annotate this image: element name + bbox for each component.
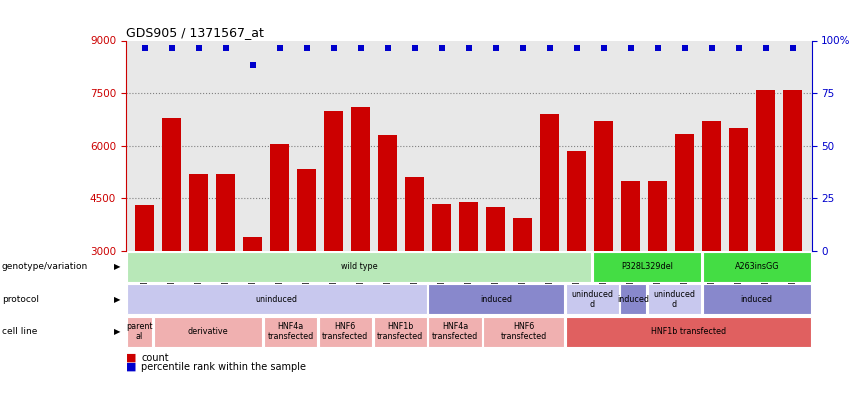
Text: induced: induced	[480, 295, 512, 304]
Text: induced: induced	[740, 295, 773, 304]
Bar	[297, 168, 316, 251]
Bar	[459, 202, 478, 251]
Text: uninduced: uninduced	[256, 295, 298, 304]
Bar	[756, 90, 775, 251]
Text: GDS905 / 1371567_at: GDS905 / 1371567_at	[126, 26, 264, 39]
Text: count: count	[141, 353, 169, 362]
Bar	[216, 174, 235, 251]
Bar	[675, 134, 694, 251]
Text: HNF6
transfected: HNF6 transfected	[501, 322, 547, 341]
Text: A263insGG: A263insGG	[734, 262, 779, 271]
Text: HNF1b transfected: HNF1b transfected	[651, 327, 726, 336]
Text: wild type: wild type	[341, 262, 378, 271]
Bar	[568, 151, 586, 251]
Text: cell line: cell line	[2, 327, 37, 336]
Bar	[432, 204, 451, 251]
Bar	[135, 205, 155, 251]
Text: P328L329del: P328L329del	[621, 262, 673, 271]
Bar	[486, 207, 505, 251]
Bar	[352, 107, 370, 251]
Text: ■: ■	[126, 362, 136, 372]
Bar	[270, 144, 289, 251]
Text: uninduced
d: uninduced d	[571, 290, 613, 309]
Text: uninduced
d: uninduced d	[654, 290, 695, 309]
Text: HNF6
transfected: HNF6 transfected	[322, 322, 368, 341]
Bar	[621, 181, 640, 251]
Bar	[595, 121, 613, 251]
Text: ▶: ▶	[114, 262, 121, 271]
Text: percentile rank within the sample: percentile rank within the sample	[141, 362, 306, 372]
Text: genotype/variation: genotype/variation	[2, 262, 88, 271]
Text: induced: induced	[617, 295, 649, 304]
Bar	[729, 128, 748, 251]
Text: ▶: ▶	[114, 327, 121, 336]
Bar	[325, 111, 343, 251]
Bar	[162, 118, 181, 251]
Bar	[702, 121, 721, 251]
Text: HNF4a
transfected: HNF4a transfected	[267, 322, 313, 341]
Bar	[405, 177, 424, 251]
Text: ▶: ▶	[114, 295, 121, 304]
Bar	[243, 237, 262, 251]
Text: protocol: protocol	[2, 295, 39, 304]
Text: parent
al: parent al	[127, 322, 153, 341]
Text: derivative: derivative	[187, 327, 228, 336]
Text: ■: ■	[126, 353, 136, 362]
Bar	[378, 135, 398, 251]
Bar	[540, 114, 559, 251]
Bar	[513, 218, 532, 251]
Bar	[783, 90, 802, 251]
Bar	[648, 181, 667, 251]
Bar	[189, 174, 208, 251]
Text: HNF1b
transfected: HNF1b transfected	[377, 322, 424, 341]
Text: HNF4a
transfected: HNF4a transfected	[432, 322, 478, 341]
